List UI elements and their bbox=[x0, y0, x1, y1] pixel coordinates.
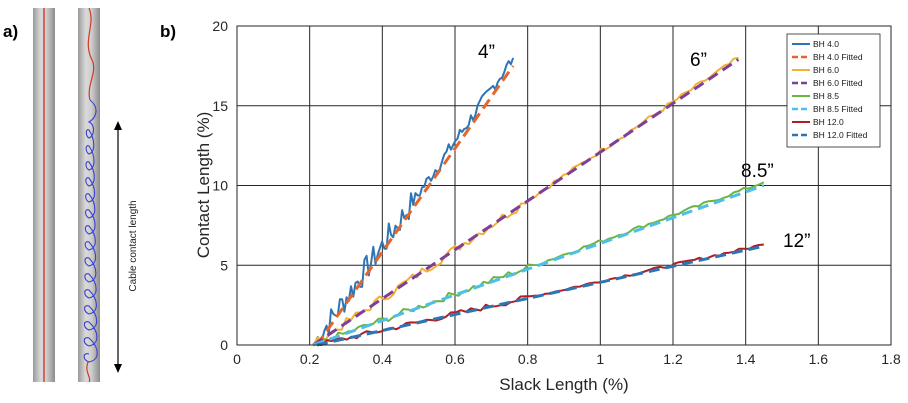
x-tick-label: 0.2 bbox=[300, 351, 320, 367]
curve-label: 8.5” bbox=[741, 161, 774, 182]
x-tick-label: 0.6 bbox=[445, 351, 465, 367]
y-tick-label: 0 bbox=[220, 337, 228, 353]
x-axis-label: Slack Length (%) bbox=[499, 375, 628, 394]
plot-frame bbox=[236, 25, 892, 346]
legend: BH 4.0 BH 4.0 Fitted BH 6.0 BH 6.0 Fitted BH… bbox=[786, 33, 881, 148]
y-tick-labels: 0 5 10 15 20 bbox=[212, 18, 228, 353]
legend-entry-label: BH 8.5 Fitted bbox=[813, 104, 863, 114]
arrow-head-up bbox=[114, 121, 122, 130]
panel-b-label: b) bbox=[160, 22, 176, 41]
curve-label: 6” bbox=[690, 50, 707, 71]
x-tick-label: 1.4 bbox=[736, 351, 756, 367]
legend-entry-label: BH 6.0 Fitted bbox=[813, 78, 863, 88]
series-line-bh-6-0-fitted bbox=[312, 58, 740, 347]
coiled-cable-illustration bbox=[78, 7, 100, 383]
straight-cable-illustration bbox=[33, 8, 55, 382]
legend-entry-label: BH 12.0 Fitted bbox=[813, 130, 868, 140]
cable-contact-length-label: Cable contact length bbox=[128, 200, 139, 291]
x-tick-label: 1 bbox=[596, 351, 604, 367]
coil-blue-helix bbox=[83, 99, 98, 363]
series-line-bh-12-0-fitted bbox=[316, 244, 765, 347]
y-tick-label: 15 bbox=[212, 98, 228, 114]
y-axis-label: Contact Length (%) bbox=[194, 112, 213, 258]
panel-a-label: a) bbox=[3, 22, 18, 41]
coil-red-segment-bottom bbox=[86, 361, 91, 383]
arrow-head-down bbox=[114, 364, 122, 373]
legend-entry-label: BH 8.5 bbox=[813, 91, 839, 101]
curve-labels: 4” 6” 8.5” 12” bbox=[478, 42, 810, 252]
contact-length-arrow: Cable contact length bbox=[114, 121, 139, 373]
legend-entry-label: BH 6.0 bbox=[813, 65, 839, 75]
legend-entry-label: BH 4.0 bbox=[813, 39, 839, 49]
legend-box bbox=[786, 33, 881, 148]
plot-area: 0 0.2 0.4 0.6 0.8 1 1.2 1.4 1.6 1.8 0 5 10 15 20 bbox=[212, 18, 901, 367]
x-tick-labels: 0 0.2 0.4 0.6 0.8 1 1.2 1.4 1.6 1.8 bbox=[233, 351, 901, 367]
coil-red-segment-top bbox=[87, 7, 95, 101]
x-tick-label: 1.8 bbox=[881, 351, 901, 367]
curve-label: 4” bbox=[478, 42, 495, 63]
series-line-bh-4-0 bbox=[312, 57, 515, 346]
legend-entry-label: BH 4.0 Fitted bbox=[813, 52, 863, 62]
y-tick-label: 20 bbox=[212, 18, 228, 34]
y-tick-label: 10 bbox=[212, 178, 228, 194]
series-line-bh-4-0-fitted bbox=[315, 65, 515, 346]
coiled-cable-body bbox=[78, 8, 100, 382]
y-tick-label: 5 bbox=[220, 257, 228, 273]
series-line-bh-8-5-fitted bbox=[312, 184, 765, 347]
series-layer bbox=[312, 56, 765, 347]
x-tick-label: 0.8 bbox=[518, 351, 538, 367]
x-tick-label: 0 bbox=[233, 351, 241, 367]
x-tick-label: 0.4 bbox=[373, 351, 393, 367]
x-tick-label: 1.6 bbox=[809, 351, 829, 367]
x-tick-label: 1.2 bbox=[663, 351, 683, 367]
curve-label: 12” bbox=[783, 231, 810, 252]
legend-entry-label: BH 12.0 bbox=[813, 117, 844, 127]
